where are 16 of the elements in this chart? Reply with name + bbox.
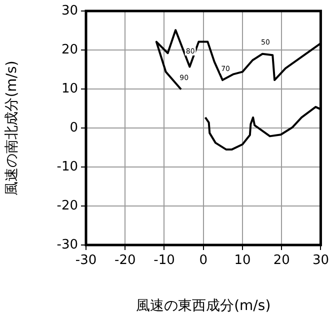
y-tick-label: -30 — [56, 237, 78, 252]
x-tick-label: 0 — [199, 253, 208, 268]
y-tick-label: -20 — [56, 198, 78, 214]
x-axis-title: 風速の東西成分(m/s) — [136, 298, 271, 314]
y-tick-label: 0 — [70, 120, 78, 136]
y-tick-label: 30 — [61, 3, 78, 18]
x-tick-label: 30 — [312, 253, 329, 268]
x-tick-label: 20 — [273, 253, 290, 268]
x-tick-label: 10 — [234, 253, 251, 268]
x-tick-label: -10 — [154, 253, 175, 268]
y-tick-label: 20 — [61, 42, 78, 58]
y-tick-label: -10 — [56, 159, 78, 174]
y-axis-title: 風速の南北成分(m/s) — [4, 60, 20, 196]
y-tick-label: 10 — [61, 81, 78, 96]
x-tick-label: -30 — [75, 253, 97, 268]
x-tick-label: -20 — [114, 253, 136, 268]
